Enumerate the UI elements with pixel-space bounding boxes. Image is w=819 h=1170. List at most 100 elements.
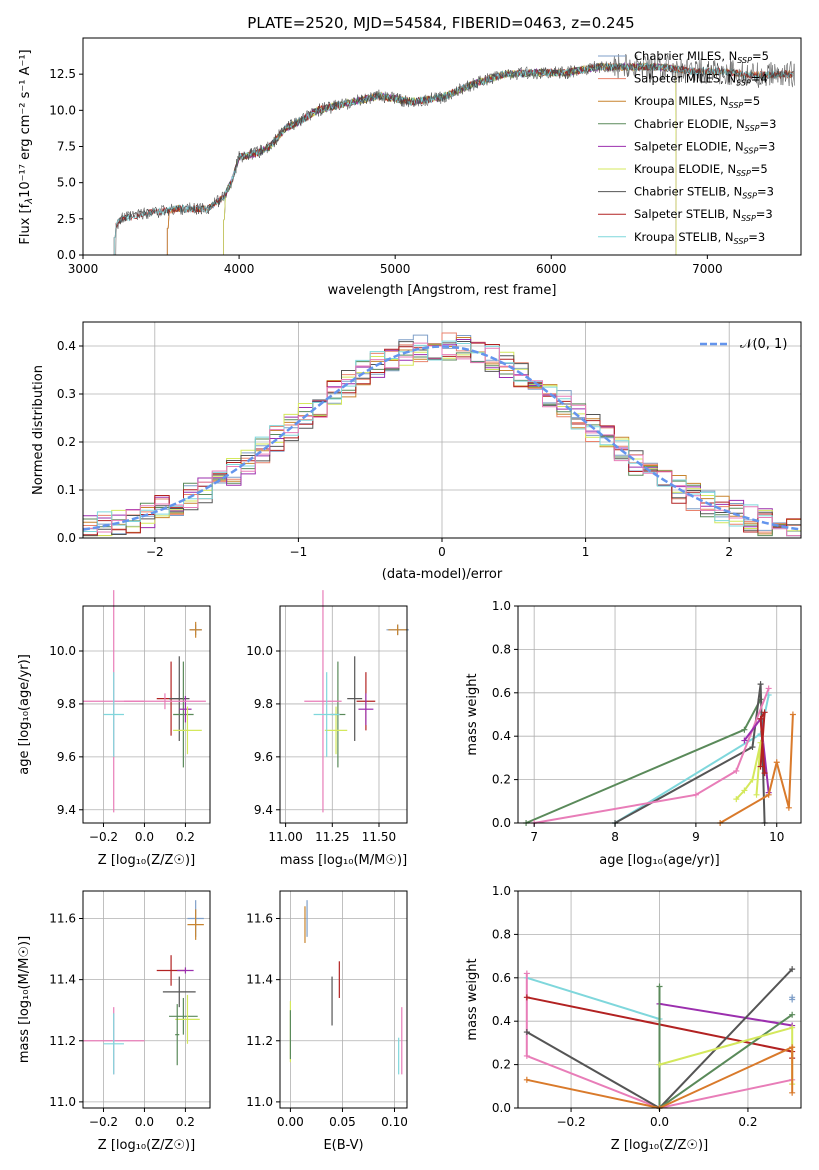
weight_vs_Z-marker (789, 966, 796, 973)
weight_vs_age-xtick-label: 8 (611, 830, 619, 844)
weight_vs_Z-marker (789, 1024, 796, 1031)
age_vs_mass-point (313, 672, 340, 757)
age_vs_mass-xtick-label: 11.25 (315, 830, 349, 844)
residual-ytick-label: 0.1 (57, 483, 76, 497)
weight_vs_age-ytick-label: 0.4 (492, 729, 511, 743)
mass_vs_Z-xtick-label: −0.2 (89, 1115, 118, 1129)
weight_vs_age-series-pink (534, 688, 770, 824)
weight_vs_age-axes-frame (517, 605, 802, 824)
legend-label-chabrier_elodie: Chabrier ELODIE, NSSP=3 (634, 117, 776, 133)
mass_vs_Z-ytick-label: 11.0 (49, 1095, 76, 1109)
weight_vs_Z-series-orange (526, 1045, 794, 1110)
weight_vs_age-marker (765, 791, 772, 798)
weight_vs_age-series-orange (719, 714, 794, 824)
spectrum-ytick-label: 7.5 (57, 140, 76, 154)
age_vs_Z-point (169, 656, 190, 741)
weight_vs_age-marker (733, 796, 740, 803)
legend-label-chabrier_stelib: Chabrier STELIB, NSSP=3 (634, 185, 774, 201)
spectrum-model-kroupa_miles (166, 62, 794, 255)
weight_vs_age-marker (741, 737, 748, 744)
weight_vs_age-marker (773, 759, 780, 766)
age_vs_Z-xtick-label: −0.2 (89, 830, 118, 844)
mass_vs_Z-point (175, 1004, 180, 1066)
weight_vs_Z-marker (789, 1044, 796, 1051)
weight_vs_age-xtick-label: 7 (530, 830, 538, 844)
spectrum-ytick-label: 12.5 (49, 67, 76, 81)
gauss-curve (82, 345, 802, 531)
mass_vs_ebv-panel: 0.00 0.05 0.10 11.0 11.2 11.4 11.6 E(B-V) (246, 890, 408, 1153)
age_vs_Z-point (123, 693, 206, 710)
spectrum-ylabel: Flux [fλ10⁻¹⁷ erg cm⁻² s⁻¹ A⁻¹] (18, 49, 35, 244)
weight_vs_age-marker (749, 744, 756, 751)
residual-xtick-label: −2 (146, 545, 164, 559)
age_vs_Z-ytick-label: 10.0 (49, 644, 76, 658)
age_vs_mass-ytick-label: 9.4 (254, 803, 273, 817)
age_vs_Z-point (103, 672, 124, 757)
weight_vs_age-ytick-label: 0.0 (492, 816, 511, 830)
age_vs_Z-ylabel: age [log₁₀(age/yr)] (17, 654, 32, 775)
weight_vs_Z-marker (789, 994, 796, 1001)
weight_vs_age-xtick-label: 9 (692, 830, 700, 844)
age_vs_mass-ytick-label: 9.8 (254, 697, 273, 711)
age_vs_Z-point (179, 695, 192, 723)
weight_vs_age-marker (785, 804, 792, 811)
residual-ytick-label: 0.0 (57, 531, 76, 545)
age_vs_mass-ytick-label: 10.0 (246, 644, 273, 658)
age_vs_Z-xtick-label: 0.0 (135, 830, 154, 844)
weight_vs_Z-xlabel: Z [log₁₀(Z/Z☉)] (611, 1138, 708, 1153)
weight_vs_Z-series-salpeter_elodie (659, 1002, 793, 1027)
mass_vs_Z-ytick-label: 11.2 (49, 1034, 76, 1048)
mass_vs_Z-axes-frame (82, 890, 211, 1109)
weight_vs_Z-marker (789, 1011, 796, 1018)
weight_vs_Z-marker (523, 970, 530, 977)
weight_vs_Z-marker (789, 1089, 796, 1096)
weight_vs_age-marker (733, 767, 740, 774)
age_vs_mass-xtick-label: 11.00 (268, 830, 302, 844)
weight_vs_age-ytick-label: 0.8 (492, 642, 511, 656)
age_vs_mass-panel: 11.00 11.25 11.50 9.4 9.6 9.8 10.0 mass [log₁₀(… (246, 590, 409, 868)
legend-label-kroupa_miles: Kroupa MILES, NSSP=5 (634, 94, 760, 110)
spectrum-xtick-label: 3000 (68, 262, 99, 276)
mass_vs_Z-xtick-label: 0.0 (135, 1115, 154, 1129)
weight_vs_Z-marker (523, 1076, 530, 1083)
age_vs_mass-xtick-label: 11.50 (362, 830, 396, 844)
weight_vs_Z-marker (523, 1029, 530, 1036)
spectrum-xlabel: wavelength [Angstrom, rest frame] (328, 283, 557, 298)
weight_vs_age-ytick-label: 0.6 (492, 686, 511, 700)
weight_vs_age-marker (761, 709, 768, 716)
spectrum-legend: Chabrier MILES, NSSP=5 Salpeter MILES, NS… (598, 49, 776, 246)
legend-label-kroupa_stelib: Kroupa STELIB, NSSP=3 (634, 230, 765, 246)
weight_vs_age-series-kroupa_stelib (614, 694, 770, 824)
residual-xlabel: (data-model)/error (382, 567, 503, 582)
weight_vs_age-marker (757, 763, 764, 770)
mass_vs_Z-ylabel: mass [log₁₀(M/M☉)] (17, 936, 32, 1063)
residual-ytick-label: 0.2 (57, 435, 76, 449)
residual-ytick-label: 0.3 (57, 387, 76, 401)
weight_vs_Z-ytick-label: 1.0 (492, 884, 511, 898)
mass_vs_ebv-xtick-label: 0.05 (329, 1115, 356, 1129)
mass_vs_Z-ytick-label: 11.4 (49, 973, 76, 987)
spectrum-xtick-label: 7000 (692, 262, 723, 276)
residual-histograms (82, 332, 802, 537)
weight_vs_Z-ytick-label: 0.8 (492, 927, 511, 941)
mass_vs_Z-point (175, 994, 200, 1044)
age_vs_mass-axes-frame (279, 605, 408, 824)
spectrum-ytick-label: 10.0 (49, 103, 76, 117)
mass_vs_ebv-xlabel: E(B-V) (323, 1138, 363, 1153)
weight_vs_Z-marker (523, 994, 530, 1001)
mass_vs_ebv-ytick-label: 11.2 (246, 1034, 273, 1048)
legend-label-salpeter_stelib: Salpeter STELIB, NSSP=3 (634, 207, 773, 223)
mass_vs_ebv-ytick-label: 11.4 (246, 973, 273, 987)
spectrum-xtick-label: 4000 (224, 262, 255, 276)
weight_vs_age-marker (765, 685, 772, 692)
weight_vs_age-marker (692, 791, 699, 798)
mass_vs_Z-ytick-label: 11.6 (49, 912, 76, 926)
mass_vs_Z-point (169, 997, 198, 1035)
spectrum-ytick-label: 0.0 (57, 248, 76, 262)
age_vs_mass-point (347, 656, 363, 741)
age_vs_Z-xlabel: Z [log₁₀(Z/Z☉)] (98, 853, 195, 868)
age_vs_Z-axes-frame (82, 605, 211, 824)
weight_vs_age-marker (753, 791, 760, 798)
age_vs_mass-point (358, 693, 374, 726)
